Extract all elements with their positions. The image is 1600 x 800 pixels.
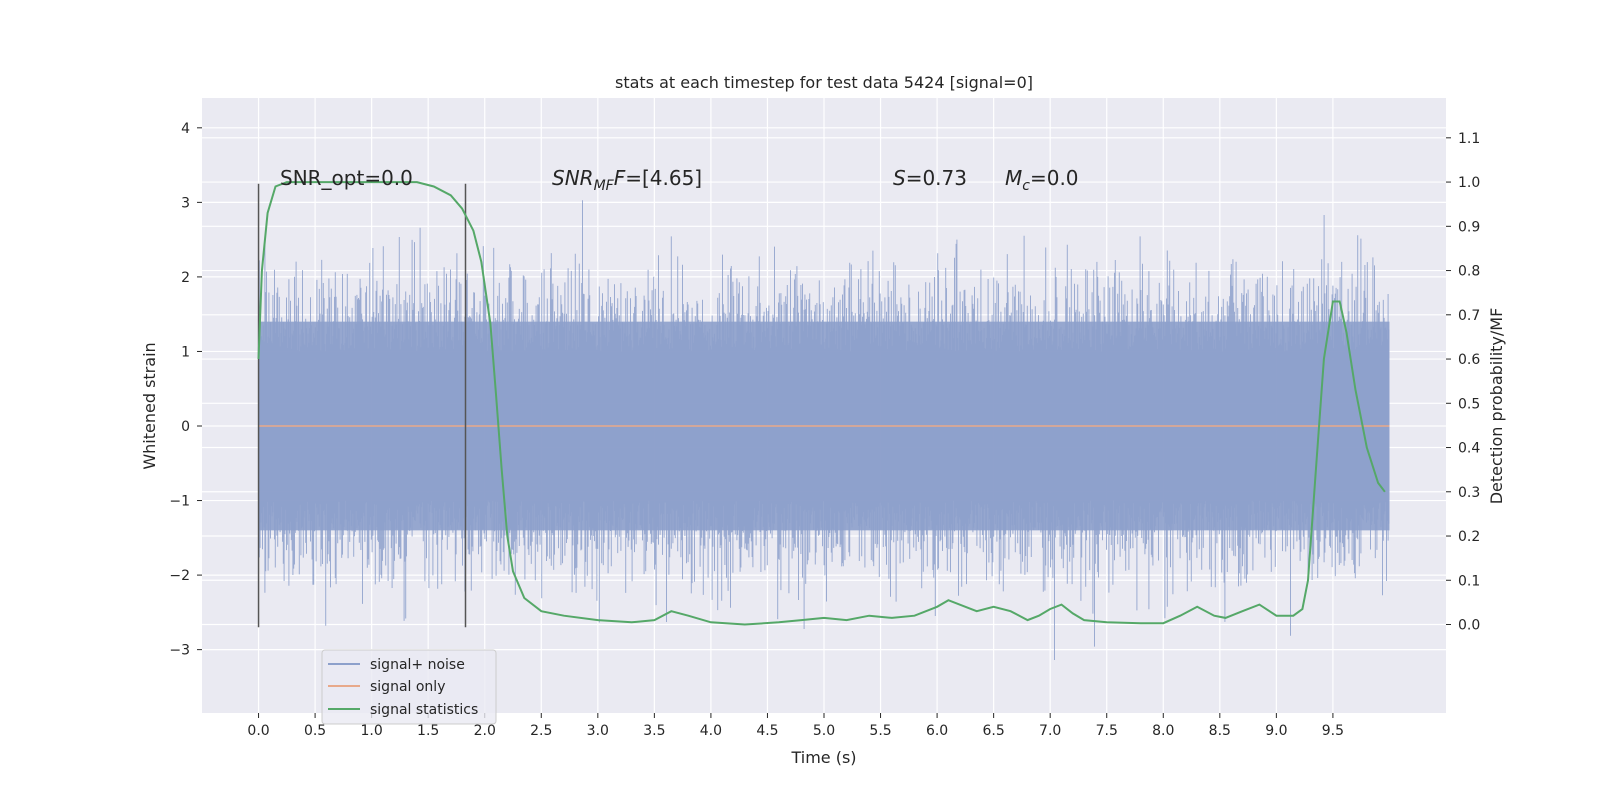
annotation-snr-mf: SNRMFF=[4.65] (552, 166, 702, 194)
y-tick-label: 2 (181, 270, 190, 286)
legend-label-stats: signal statistics (370, 702, 478, 718)
y2-tick-label: 0.1 (1458, 573, 1480, 589)
vertical-markers (257, 183, 467, 628)
x-tick-label: 5.5 (869, 723, 891, 739)
x-tick-label: 9.0 (1265, 723, 1287, 739)
annotation-mc-main: M (1005, 166, 1022, 190)
y2-ticks: 0.0 0.1 0.2 0.3 0.4 0.5 0.6 0.7 0.8 0.9 1.0 1.1 (1446, 131, 1480, 634)
legend-box (321, 649, 497, 725)
annotation-mc: Mc=0.0 (1005, 166, 1079, 194)
x-tick-label: 4.5 (756, 723, 778, 739)
y-axis-label: Whitened strain (140, 342, 159, 469)
signal-statistics-line (257, 181, 1386, 626)
x-tick-label: 1.5 (417, 723, 439, 739)
y2-tick-label: 0.7 (1458, 308, 1480, 324)
annotation-s-main: S (893, 166, 906, 190)
annotation-mc-sub: c (1022, 178, 1030, 194)
annotation-mc-value: =0.0 (1030, 166, 1079, 190)
x-tick-label: 5.0 (813, 723, 835, 739)
legend-label-signal: signal only (370, 679, 445, 695)
x-tick-label: 3.0 (587, 723, 609, 739)
y-ticks: −3 −2 −1 0 1 2 3 4 (169, 121, 202, 659)
annotation-snr-opt: SNR_opt=0.0 (280, 166, 413, 190)
y2-tick-label: 0.2 (1458, 529, 1480, 545)
x-tick-label: 8.0 (1152, 723, 1174, 739)
y-tick-label: −3 (169, 643, 190, 659)
x-tick-label: 0.5 (304, 723, 326, 739)
y2-tick-label: 0.9 (1458, 219, 1480, 235)
y-tick-label: −1 (169, 494, 190, 510)
x-ticks: 0.0 0.5 1.0 1.5 2.0 2.5 3.0 3.5 4.0 4.5 5.0 5.5 6.0 6… (247, 713, 1344, 739)
x-tick-label: 3.5 (643, 723, 665, 739)
legend-label-noise: signal+ noise (370, 657, 465, 673)
annotation-snr-mf-sub: MF (594, 178, 615, 194)
x-tick-label: 7.5 (1096, 723, 1118, 739)
legend: signal+ noise signal only signal statist… (321, 649, 497, 725)
x-tick-label: 9.5 (1322, 723, 1344, 739)
y2-tick-label: 0.3 (1458, 485, 1480, 501)
y-tick-label: 1 (181, 344, 190, 360)
y2-tick-label: 0.5 (1458, 396, 1480, 412)
y-tick-label: 3 (181, 195, 190, 211)
y2-tick-label: 1.0 (1458, 175, 1480, 191)
annotation-snr-mf-value: =[4.65] (625, 166, 702, 190)
x-tick-label: 8.5 (1209, 723, 1231, 739)
chart-title: stats at each timestep for test data 542… (615, 73, 1033, 92)
x-axis-label: Time (s) (790, 748, 856, 767)
y-tick-label: −2 (169, 568, 190, 584)
annotation-snr-mf-f: F (614, 166, 626, 190)
x-tick-label: 2.5 (530, 723, 552, 739)
annotation-s: S=0.73 (893, 166, 967, 190)
y2-tick-label: 1.1 (1458, 131, 1480, 147)
y2-tick-label: 0.0 (1458, 618, 1480, 634)
x-tick-label: 7.0 (1039, 723, 1061, 739)
x-tick-label: 4.0 (700, 723, 722, 739)
y-tick-label: 0 (181, 419, 190, 435)
x-tick-label: 6.5 (983, 723, 1005, 739)
y2-tick-label: 0.4 (1458, 441, 1480, 457)
annotation-s-value: =0.73 (906, 166, 967, 190)
y2-axis-label: Detection probability/MF (1487, 308, 1506, 505)
x-tick-label: 6.0 (926, 723, 948, 739)
annotation-snr-mf-main: SNR (552, 166, 594, 190)
x-tick-label: 2.0 (474, 723, 496, 739)
y2-tick-label: 0.8 (1458, 264, 1480, 280)
y-tick-label: 4 (181, 121, 190, 137)
x-tick-label: 1.0 (361, 723, 383, 739)
y2-tick-label: 0.6 (1458, 352, 1480, 368)
x-tick-label: 0.0 (247, 723, 269, 739)
